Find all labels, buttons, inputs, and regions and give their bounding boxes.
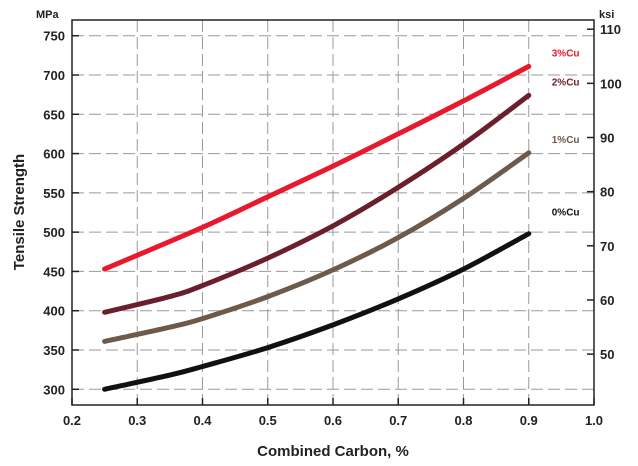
y-tick-label: 500	[43, 225, 65, 240]
y2-axis-unit: ksi	[599, 9, 614, 21]
y2-tick-label: 80	[600, 185, 614, 200]
tick-labels: 0.2 0.3 0.4 0.5 0.6 0.7 0.8 0.9 1.0 300 350 400 450 5…	[43, 22, 621, 428]
series-label: 0%Cu	[552, 208, 580, 219]
series-lines: 3%Cu 2%Cu 1%Cu 0%Cu	[102, 48, 580, 392]
series-line-1pct-cu	[102, 150, 532, 344]
y2-tick-label: 90	[600, 131, 614, 146]
y2-tick-label: 50	[600, 347, 614, 362]
y-tick-label: 400	[43, 304, 65, 319]
series-line-3pct-cu	[102, 63, 532, 272]
x-tick-label: 0.7	[389, 413, 407, 428]
x-tick-label: 0.5	[259, 413, 277, 428]
x-tick-label: 0.6	[324, 413, 342, 428]
y2-tick-label: 100	[600, 76, 622, 91]
x-tick-label: 0.9	[520, 413, 538, 428]
x-axis-title: Combined Carbon, %	[257, 443, 409, 460]
y-tick-label: 450	[43, 264, 65, 279]
x-tick-label: 0.4	[193, 413, 212, 428]
y-axis-title: Tensile Strength	[11, 154, 28, 270]
y-axis-unit: MPa	[36, 9, 60, 21]
y2-tick-label: 60	[600, 293, 614, 308]
y-tick-label: 650	[43, 107, 65, 122]
series-label: 1%Cu	[552, 135, 580, 146]
x-tick-label: 0.8	[454, 413, 472, 428]
y2-tick-label: 110	[600, 22, 621, 37]
y-tick-label: 700	[43, 68, 65, 83]
grid	[72, 20, 594, 405]
y-tick-label: 600	[43, 147, 65, 162]
y-tick-label: 750	[43, 29, 65, 44]
y-tick-label: 350	[43, 343, 65, 358]
x-tick-label: 1.0	[585, 413, 603, 428]
x-tick-label: 0.3	[128, 413, 146, 428]
x-tick-label: 0.2	[63, 413, 81, 428]
series-label: 3%Cu	[552, 48, 580, 59]
y-tick-label: 550	[43, 186, 65, 201]
y2-tick-label: 70	[600, 239, 614, 254]
y-tick-label: 300	[43, 382, 65, 397]
tick-marks	[71, 28, 595, 405]
series-line-0pct-cu	[102, 231, 532, 392]
series-label: 2%Cu	[552, 77, 580, 88]
series-line-2pct-cu	[102, 92, 532, 315]
